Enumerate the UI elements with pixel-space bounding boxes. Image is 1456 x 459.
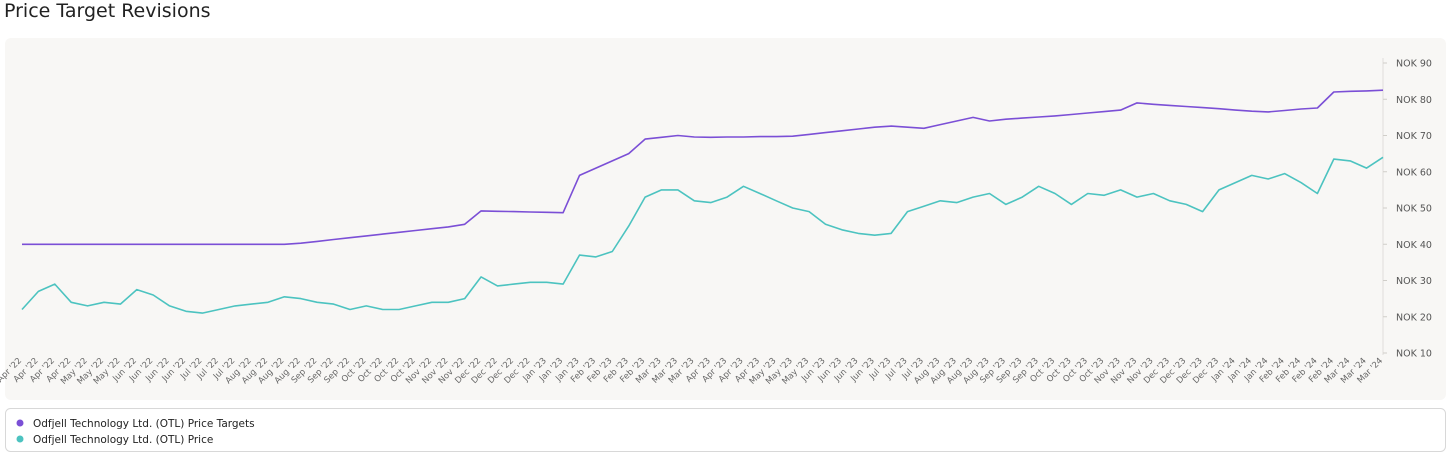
y-tick-label: NOK 80 <box>1396 95 1432 106</box>
series-line <box>22 89 1384 246</box>
y-tick-label: NOK 60 <box>1396 167 1432 178</box>
legend-marker <box>16 419 24 427</box>
legend-label[interactable]: Odfjell Technology Ltd. (OTL) Price <box>33 434 213 446</box>
y-tick-label: NOK 70 <box>1396 131 1432 142</box>
legend-marker <box>16 435 24 443</box>
y-tick-label: NOK 20 <box>1396 312 1432 323</box>
plot-panel <box>5 38 1446 400</box>
y-tick-label: NOK 50 <box>1396 204 1432 215</box>
y-tick-label: NOK 10 <box>1396 349 1432 360</box>
chart-title: Price Target Revisions <box>4 0 211 22</box>
y-tick-label: NOK 40 <box>1396 240 1432 251</box>
legend-label[interactable]: Odfjell Technology Ltd. (OTL) Price Targ… <box>33 418 255 430</box>
legend <box>5 408 1446 452</box>
series-line <box>21 156 1384 314</box>
y-tick-label: NOK 90 <box>1396 59 1432 70</box>
y-tick-label: NOK 30 <box>1396 276 1432 287</box>
